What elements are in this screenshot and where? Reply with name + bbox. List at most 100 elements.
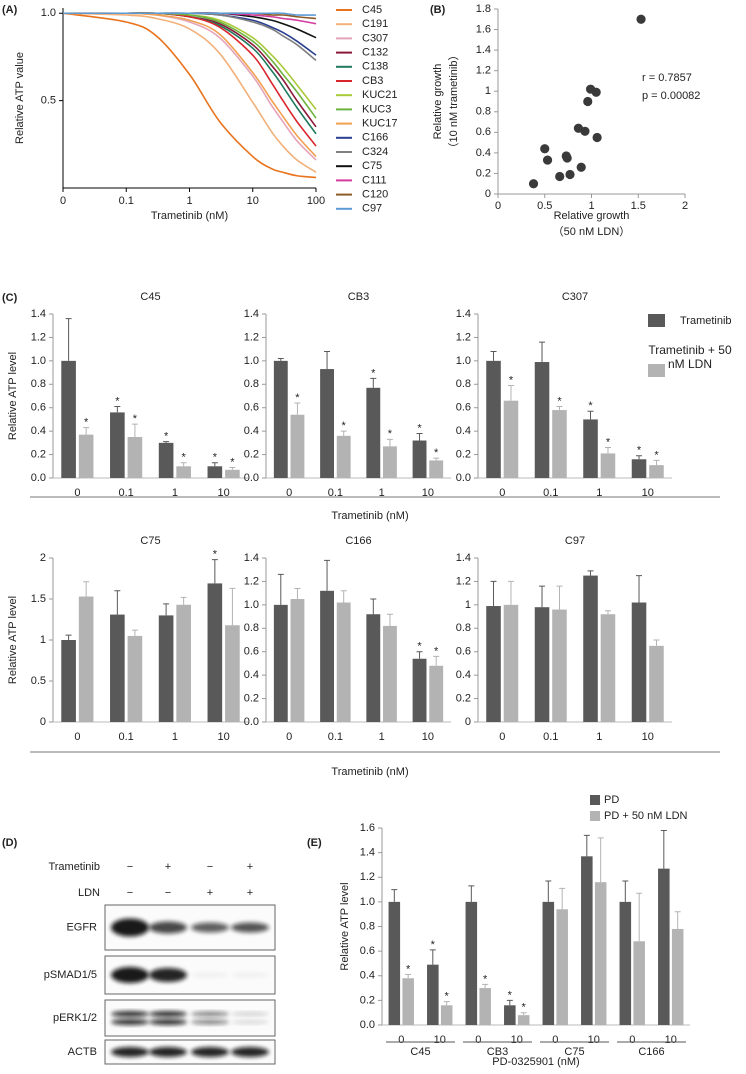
blot-band xyxy=(231,972,269,978)
blot-band xyxy=(111,1047,149,1057)
legend-label: KUC17 xyxy=(362,118,397,130)
error-bar xyxy=(636,892,643,942)
x-tick-label: 1 xyxy=(172,487,178,499)
x-tick-label: 10 xyxy=(247,195,259,207)
y-tick-label: 1.2 xyxy=(360,871,375,883)
significance: * xyxy=(164,431,169,443)
y-tick-label: 0.0 xyxy=(456,472,471,484)
y-tick-label: 0.4 xyxy=(456,425,471,437)
x-tick-label: 0 xyxy=(286,487,292,499)
legend-label: CB3 xyxy=(362,75,383,87)
error-bar xyxy=(433,457,440,461)
significance: * xyxy=(445,991,450,1003)
bar xyxy=(176,466,191,478)
x-tick-label: 0 xyxy=(60,195,66,207)
bar xyxy=(552,410,567,478)
y-tick-label: 0.6 xyxy=(476,126,491,138)
y-tick-label: 0.8 xyxy=(476,106,491,118)
y-tick-label: 0.8 xyxy=(244,622,259,634)
error-bar xyxy=(416,432,423,441)
y-axis-label: （10 nM trametinib） xyxy=(447,50,460,154)
significance: * xyxy=(588,400,593,412)
y-tick-label: 0 xyxy=(40,716,46,728)
bar xyxy=(542,901,555,1025)
significance: * xyxy=(606,436,611,448)
panel-label: (A) xyxy=(2,4,18,16)
y-tick-label: 0.8 xyxy=(244,378,259,390)
legend-label: C307 xyxy=(362,32,388,44)
point xyxy=(636,14,646,24)
band-label: EGFR xyxy=(66,921,97,933)
error-bar xyxy=(653,459,660,466)
treatment-sign: − xyxy=(165,887,171,899)
legend-label: KUC21 xyxy=(362,89,397,101)
y-tick-label: 0.2 xyxy=(456,448,471,460)
legend-label: KUC3 xyxy=(362,103,391,115)
bar xyxy=(429,665,444,722)
y-tick-label: 1.0 xyxy=(244,355,259,367)
blot-band xyxy=(231,1020,269,1024)
bar xyxy=(176,604,191,722)
y-tick-label: 1 xyxy=(40,634,46,646)
significance: * xyxy=(417,641,422,653)
bar xyxy=(440,1005,453,1025)
error-bar xyxy=(482,983,489,989)
y-tick-label: 0.2 xyxy=(244,448,259,460)
point xyxy=(592,132,602,143)
y-tick-label: 0.6 xyxy=(360,945,375,957)
bar xyxy=(127,635,143,722)
point xyxy=(580,126,590,136)
error-bar xyxy=(653,639,660,646)
band-label: pERK1/2 xyxy=(53,1012,97,1024)
error-bar xyxy=(559,887,566,910)
panel-label: (D) xyxy=(2,837,18,849)
treatment-sign: − xyxy=(127,887,133,899)
y-tick-label: 0.2 xyxy=(360,994,375,1006)
x-tick-label: 1 xyxy=(379,487,385,499)
bar xyxy=(207,583,223,722)
bar xyxy=(336,602,351,722)
error-bar xyxy=(65,318,72,361)
significance: * xyxy=(654,449,659,461)
significance: * xyxy=(508,989,513,1001)
x-tick-label: 10 xyxy=(511,1034,523,1046)
blot-frame xyxy=(104,999,276,1037)
bar xyxy=(556,909,568,1025)
y-tick-label: 0.4 xyxy=(244,669,259,681)
legend-label: C138 xyxy=(362,61,388,73)
x-axis-label: PD-0325901 (nM) xyxy=(492,1056,579,1068)
x-tick-label: 0 xyxy=(495,200,501,212)
legend-label: C120 xyxy=(362,189,388,201)
error-bar xyxy=(636,455,643,460)
y-tick-label: 1.6 xyxy=(476,23,491,35)
error-bar xyxy=(83,581,90,597)
bar xyxy=(600,453,616,478)
group-label: C166 xyxy=(638,1046,664,1058)
bar xyxy=(225,469,240,478)
significance: * xyxy=(230,456,235,468)
curve xyxy=(62,12,317,16)
y-axis-label: Relative ATP level xyxy=(7,596,19,684)
curve xyxy=(62,12,317,161)
y-tick-label: 1.4 xyxy=(31,308,46,320)
blot-band xyxy=(191,1019,229,1025)
x-tick-label: 10 xyxy=(642,487,654,499)
y-tick-label: 1.0 xyxy=(31,355,46,367)
y-tick-label: 0.2 xyxy=(476,167,491,179)
error-bar xyxy=(490,350,497,361)
significance: * xyxy=(417,422,422,434)
bar xyxy=(320,369,334,478)
legend-swatch xyxy=(648,314,665,327)
error-bar xyxy=(583,834,590,857)
treatment-sign: + xyxy=(207,887,213,899)
error-bar xyxy=(539,341,546,363)
x-tick-label: 0 xyxy=(629,1034,635,1046)
curve xyxy=(62,12,317,158)
legend-box: Trametinib + 50 nM LDN xyxy=(648,343,731,371)
error-bar xyxy=(386,613,393,626)
x-tick-label: 0.1 xyxy=(328,731,343,743)
y-tick-label: 0.5 xyxy=(31,675,46,687)
error-bar xyxy=(83,427,90,435)
legend-label: C191 xyxy=(362,18,388,30)
blot-band xyxy=(111,1019,149,1025)
